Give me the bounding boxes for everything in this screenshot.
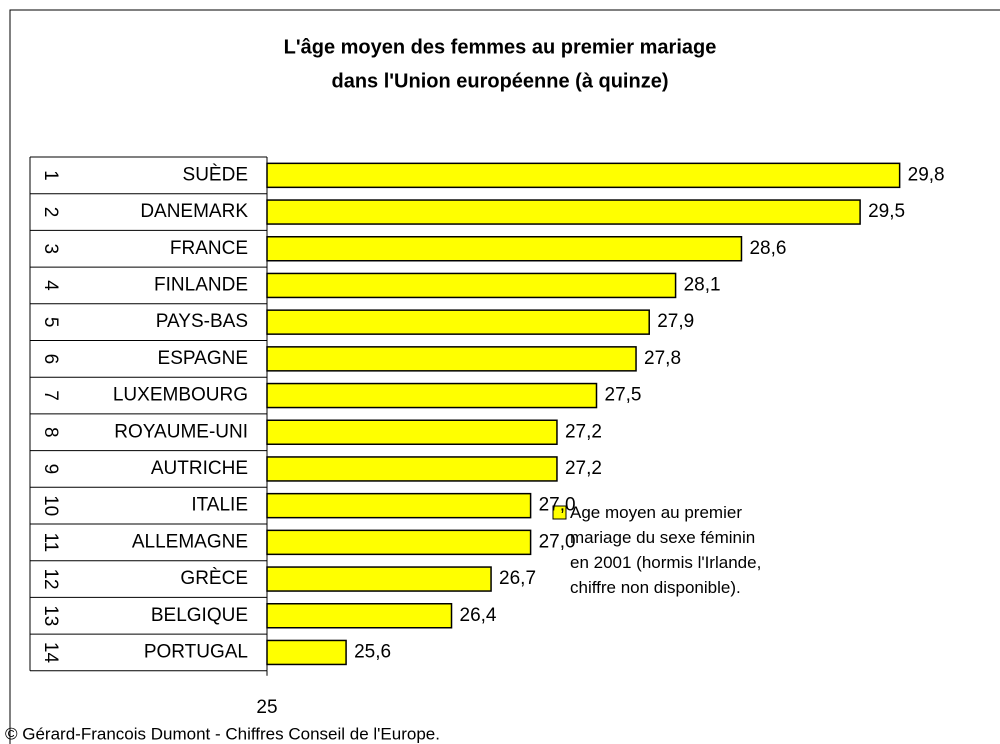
bar [266, 382, 598, 409]
bar [266, 309, 650, 335]
value-label: 27,0 [539, 531, 576, 552]
category-label: AUTRICHE [151, 458, 248, 479]
chart-title: dans l'Union européenne (à quinze) [331, 70, 668, 92]
value-label: 26,4 [460, 605, 497, 626]
bar [266, 603, 453, 629]
rank-label: 10 [40, 495, 61, 516]
chart-title: L'âge moyen des femmes au premier mariag… [284, 36, 717, 58]
bar [266, 199, 861, 225]
bar [266, 529, 532, 556]
rank-label: 14 [40, 642, 61, 664]
rank-label: 3 [40, 243, 61, 254]
category-label: ITALIE [191, 495, 248, 516]
value-label: 27,9 [657, 311, 694, 332]
rank-label: 12 [40, 568, 61, 589]
rank-label: 6 [40, 354, 61, 365]
category-label: ALLEMAGNE [132, 531, 248, 552]
bar [266, 566, 492, 592]
category-label: ESPAGNE [158, 348, 248, 369]
legend-label: Age moyen au premier mariage du sexe fém… [570, 503, 762, 597]
value-label: 27,0 [539, 495, 576, 516]
rank-label: 13 [40, 605, 61, 626]
bar [266, 639, 347, 666]
bar [266, 456, 558, 482]
bar [266, 272, 677, 299]
value-label: 26,7 [499, 568, 536, 589]
category-label: BELGIQUE [151, 605, 248, 626]
category-label: PAYS-BAS [156, 311, 248, 332]
value-label: 25,6 [354, 641, 391, 662]
category-label: ROYAUME-UNI [114, 421, 248, 442]
rank-label: 9 [40, 464, 61, 475]
category-label: DANEMARK [140, 201, 248, 222]
category-label: SUÈDE [183, 164, 248, 185]
rank-label: 5 [40, 317, 61, 328]
rank-label: 4 [40, 280, 61, 291]
rank-label: 11 [40, 532, 61, 552]
value-label: 28,6 [749, 238, 786, 259]
bar [266, 162, 901, 189]
rank-label: 8 [40, 427, 61, 438]
rank-label: 2 [40, 207, 61, 218]
value-label: 29,5 [868, 201, 905, 222]
value-label: 29,8 [908, 164, 945, 185]
bar [266, 492, 532, 519]
footer: © Gérard-Francois Dumont - Chiffres Cons… [5, 724, 440, 743]
x-tick-label: 25 [256, 697, 277, 718]
rank-label: 1 [40, 170, 61, 181]
category-label: LUXEMBOURG [113, 385, 248, 406]
value-label: 27,2 [565, 458, 602, 479]
bar [266, 236, 743, 262]
value-label: 27,2 [565, 421, 602, 442]
bar [266, 346, 637, 372]
value-label: 27,5 [605, 385, 642, 406]
category-label: FINLANDE [154, 274, 248, 295]
category-label: PORTUGAL [144, 641, 248, 662]
category-label: FRANCE [170, 238, 248, 259]
legend-swatch [552, 505, 567, 520]
frame [9, 9, 1000, 744]
value-label: 27,8 [644, 348, 681, 369]
bar [266, 419, 558, 445]
category-label: GRÈCE [180, 568, 248, 589]
value-label: 28,1 [684, 274, 721, 295]
rank-label: 7 [40, 390, 61, 401]
